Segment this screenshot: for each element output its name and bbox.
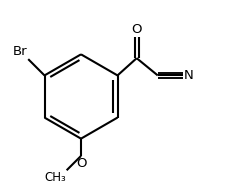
Text: N: N <box>184 69 193 82</box>
Text: O: O <box>131 23 142 36</box>
Text: O: O <box>76 157 86 170</box>
Text: CH₃: CH₃ <box>44 171 66 184</box>
Text: Br: Br <box>13 45 27 58</box>
